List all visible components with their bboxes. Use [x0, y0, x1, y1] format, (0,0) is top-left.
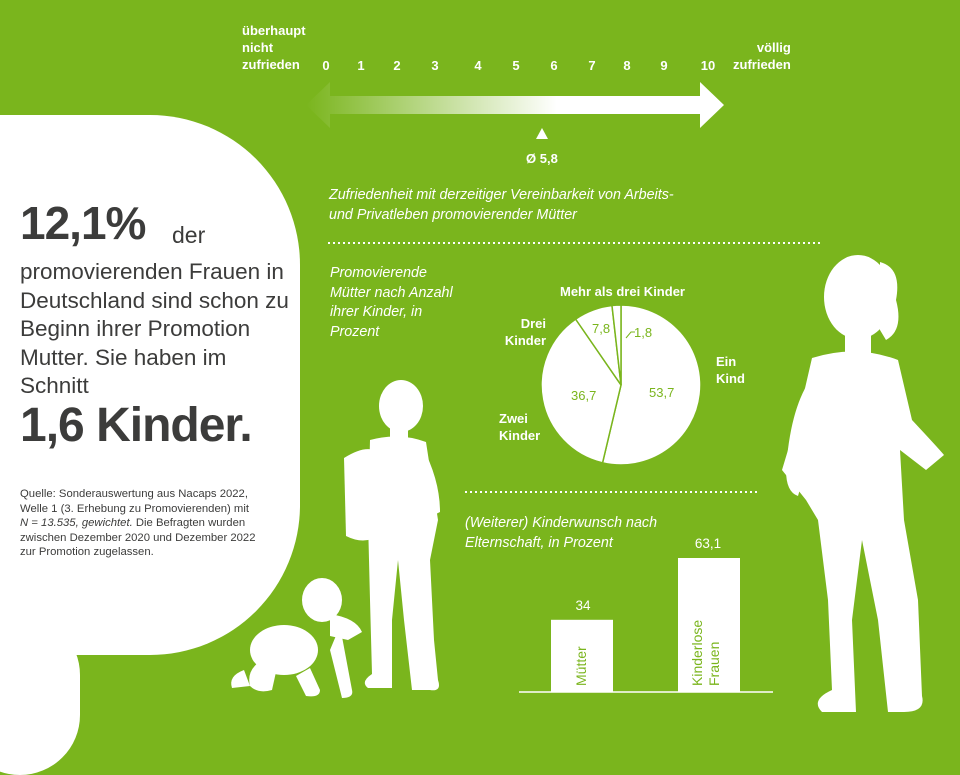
bar-category-label: KinderloseFrauen — [689, 620, 722, 686]
pie-category-line: Zwei — [499, 411, 528, 426]
satisfaction-title-line: und Privatleben promovierender Mütter — [329, 206, 577, 223]
scale-tick-label: 3 — [431, 58, 439, 73]
boy-silhouette — [344, 380, 440, 691]
scale-tick-label: 0 — [322, 58, 330, 73]
pie-title-line: Mütter nach Anzahl — [330, 284, 453, 301]
source-part1: Quelle: Sonderauswertung aus Nacaps 2022… — [20, 488, 249, 515]
pie-slice — [611, 304, 622, 386]
headline-kinder: 1,6 Kinder. — [20, 399, 253, 452]
scale-tick-label: 4 — [474, 58, 482, 73]
pie-title-line: ihrer Kinder, in — [330, 304, 423, 320]
pie-chart — [540, 304, 702, 466]
satisfaction-title-line: Zufriedenheit mit derzeitiger Vereinbark… — [329, 187, 674, 203]
pie-slice — [601, 304, 702, 466]
scale-arrow — [306, 82, 724, 128]
pie-category-line: Kinder — [499, 428, 541, 443]
scale-right-label: völlig zufrieden — [733, 39, 791, 73]
chart-canvas: Mütter KinderloseFrauen — [231, 82, 944, 712]
pie-value-label: 36,7 — [571, 388, 597, 403]
pie-title-line: Prozent — [330, 323, 380, 340]
bar-title-line: Elternschaft, in Prozent — [465, 534, 613, 551]
scale-tick-label: 8 — [623, 58, 631, 73]
satisfaction-title: Zufriedenheit mit derzeitiger Vereinbark… — [329, 186, 674, 225]
pie-category-line: Ein — [716, 354, 737, 369]
scale-tick-label: 2 — [393, 58, 401, 73]
pie-value-label: 53,7 — [649, 385, 675, 400]
bar — [678, 558, 740, 692]
bar-value-label: 34 — [575, 598, 591, 613]
pie-category-label: Ein Kind — [716, 353, 745, 387]
pie-leader-line — [625, 331, 635, 339]
pie-title: Promovierende Mütter nach Anzahl ihrer Kin… — [330, 264, 480, 342]
scale-left-line: überhaupt — [242, 23, 306, 38]
scale-tick-label: 1 — [357, 58, 365, 73]
left-info-panel — [0, 115, 300, 655]
source-italic: N = 13.535, gewichtet. — [20, 517, 133, 530]
bar-title: (Weiterer) Kinderwunsch nach Elternschaft… — [465, 514, 657, 553]
mean-label: Ø 5,8 — [526, 151, 558, 166]
scale-tick-label: 6 — [550, 58, 558, 73]
bar-category-line: Mütter — [573, 646, 589, 686]
mean-marker-icon — [536, 128, 548, 139]
scale-right-line: völlig — [756, 40, 791, 55]
pie-category-label: Drei Kinder — [500, 315, 546, 349]
bar-value-label: 63,1 — [694, 536, 722, 551]
pie-category-label: Zwei Kinder — [499, 410, 540, 444]
pie-category-line: Mehr als drei Kinder — [560, 284, 685, 299]
scale-tick-label: 7 — [588, 58, 596, 73]
scale-tick-label: 5 — [512, 58, 520, 73]
scale-left-line: nicht — [242, 40, 274, 55]
pie-title-line: Promovierende — [330, 265, 427, 281]
source-part2: Die Befragten wurden zwischen Dezember 2… — [20, 517, 256, 559]
pie-category-line: Kinder — [504, 333, 546, 348]
headline-der: der — [172, 222, 206, 248]
pie-category-label: Mehr als drei Kinder — [560, 283, 685, 300]
scale-tick-label: 9 — [660, 58, 668, 73]
woman-silhouette — [782, 255, 944, 712]
pie-category-line: Drei — [520, 316, 546, 331]
bar-category-label: Mütter — [573, 646, 589, 686]
pie-category-line: Kind — [716, 371, 745, 386]
bar-chart: Mütter KinderloseFrauen — [519, 558, 773, 693]
bar-category-line: Kinderlose — [689, 620, 705, 686]
scale-left-line: zufrieden — [242, 57, 300, 72]
baby-silhouette — [231, 578, 362, 698]
source-note: Quelle: Sonderauswertung aus Nacaps 2022… — [20, 487, 258, 560]
bar — [551, 619, 613, 692]
headline-intro: promovierenden Frauen in Deutschland sin… — [20, 259, 289, 398]
satisfaction-scale — [306, 82, 724, 139]
scale-left-label: überhaupt nicht zufrieden — [242, 22, 306, 73]
bar-category-line: Frauen — [706, 642, 722, 686]
pie-slice — [540, 318, 622, 464]
scale-right-line: zufrieden — [733, 57, 791, 72]
headline-percent: 12,1% — [20, 197, 146, 249]
scale-tick-label: 10 — [700, 58, 716, 73]
pie-value-label: 7,8 — [592, 321, 611, 336]
bar-title-line: (Weiterer) Kinderwunsch nach — [465, 515, 658, 531]
pie-value-label: 1,8 — [634, 325, 653, 340]
